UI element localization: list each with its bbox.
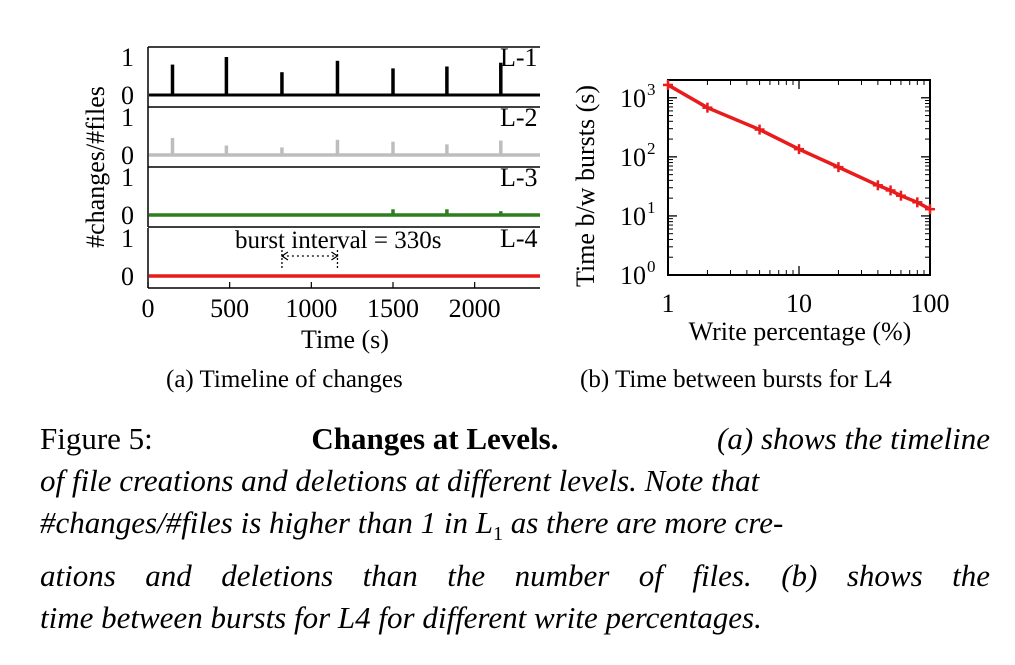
y-tick-label: 0 [121, 201, 134, 230]
panel-l-1: 1 0 L-1 [121, 43, 540, 110]
x-tick-label: 10 [786, 289, 812, 318]
figure-caption: Figure 5: Changes at Levels. (a) shows t… [40, 418, 990, 639]
data-point [895, 190, 906, 201]
caption-title: Changes at Levels. [311, 421, 559, 456]
y-tick-label: 10 [620, 84, 646, 113]
panel-l-2: 1 0 L-2 [121, 103, 540, 170]
y-tick-exponent: 1 [647, 198, 656, 217]
annotation-text: burst interval = 330s [235, 227, 441, 254]
y-axis-label: Time b/w bursts (s) [571, 85, 600, 287]
data-point [872, 180, 883, 191]
caption-label: Figure 5: [40, 421, 153, 456]
data-point [885, 185, 896, 196]
caption-text: ations and deletions than the number of … [40, 558, 990, 594]
subcaption-a: (a) Timeline of changes [166, 366, 403, 393]
data-point [702, 102, 713, 113]
x-tick-label: 1 [662, 289, 675, 318]
x-axis-label: Time (s) [301, 325, 389, 354]
series-line [667, 83, 931, 211]
panel-label: L-4 [500, 224, 538, 253]
arrow-head [280, 251, 289, 261]
panel-l-4: 1 0 L-4 [121, 224, 540, 291]
bursts-chart: Time b/w bursts (s) 10 010 110 210 31 10 100 W… [571, 79, 950, 346]
panel-label: L-1 [500, 43, 538, 72]
y-tick-exponent: 0 [647, 257, 656, 276]
subcaption-b: (b) Time between bursts for L4 [580, 366, 892, 393]
panel-label: L-3 [500, 163, 538, 192]
panel-label: L-2 [500, 103, 538, 132]
y-tick-exponent: 2 [647, 139, 656, 158]
data-point [794, 144, 804, 155]
caption-text: #changes/#files is higher than 1 in L1 a… [40, 505, 784, 546]
data-point [754, 124, 765, 135]
data-point [925, 204, 935, 215]
y-tick-label: 10 [620, 202, 646, 231]
data-point [663, 79, 673, 90]
x-tick-label: 500 [210, 294, 249, 323]
y-axis-label: #changes/#files [81, 86, 110, 248]
data-point [912, 197, 923, 208]
x-axis-label: Write percentage (%) [689, 317, 912, 346]
y-tick-label: 0 [121, 141, 134, 170]
y-tick-label: 1 [121, 224, 134, 253]
y-tick-label: 1 [121, 163, 134, 192]
caption-text: time between bursts for L4 for different… [40, 600, 762, 636]
y-tick-label: 0 [121, 81, 134, 110]
x-tick-label: 2000 [449, 294, 501, 323]
x-tick-label: 0 [142, 294, 155, 323]
panel-l-3: 1 0 L-3 [121, 163, 540, 230]
y-tick-exponent: 3 [647, 80, 656, 99]
y-tick-label: 1 [121, 43, 134, 72]
y-tick-label: 10 [620, 143, 646, 172]
y-tick-label: 0 [121, 262, 134, 291]
y-tick-label: 10 [620, 261, 646, 290]
caption-text: of file creations and deletions at diffe… [40, 463, 760, 498]
burst-interval-annotation: burst interval = 330s [235, 227, 441, 268]
x-tick-label: 1500 [367, 294, 419, 323]
x-tick-label: 100 [911, 289, 950, 318]
x-tick-label: 1000 [285, 294, 337, 323]
data-point [833, 162, 844, 173]
y-tick-label: 1 [121, 103, 134, 132]
caption-text: (a) shows the timeline [717, 421, 990, 456]
arrow-head [331, 251, 339, 261]
